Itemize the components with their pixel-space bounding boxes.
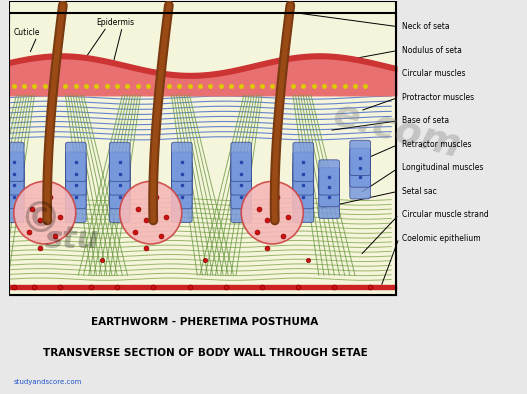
FancyBboxPatch shape	[3, 142, 24, 181]
Text: e.com: e.com	[329, 95, 466, 166]
Text: Coelomic epithelium: Coelomic epithelium	[402, 234, 480, 243]
FancyBboxPatch shape	[3, 152, 24, 195]
FancyBboxPatch shape	[3, 171, 24, 223]
FancyBboxPatch shape	[231, 171, 251, 223]
Ellipse shape	[120, 181, 182, 244]
FancyBboxPatch shape	[293, 142, 314, 181]
FancyBboxPatch shape	[110, 152, 130, 195]
FancyBboxPatch shape	[231, 162, 251, 209]
FancyBboxPatch shape	[65, 152, 86, 195]
Text: TRANSVERSE SECTION OF BODY WALL THROUGH SETAE: TRANSVERSE SECTION OF BODY WALL THROUGH …	[43, 348, 367, 359]
FancyBboxPatch shape	[65, 162, 86, 209]
FancyBboxPatch shape	[65, 142, 86, 181]
FancyBboxPatch shape	[350, 156, 370, 199]
Text: Epidermis: Epidermis	[96, 19, 134, 28]
Text: studyandscore.com: studyandscore.com	[14, 379, 82, 385]
FancyBboxPatch shape	[293, 171, 314, 223]
Text: Cuticle: Cuticle	[14, 28, 40, 37]
Ellipse shape	[241, 181, 303, 244]
Bar	[8, 13, 396, 295]
FancyBboxPatch shape	[350, 140, 370, 175]
FancyBboxPatch shape	[110, 171, 130, 223]
Text: stu: stu	[45, 225, 99, 254]
FancyBboxPatch shape	[171, 171, 192, 223]
Text: Circular muscle strand: Circular muscle strand	[402, 210, 489, 219]
FancyBboxPatch shape	[319, 160, 339, 195]
FancyBboxPatch shape	[65, 171, 86, 223]
FancyBboxPatch shape	[110, 162, 130, 209]
FancyBboxPatch shape	[293, 162, 314, 209]
Text: Circular muscles: Circular muscles	[402, 69, 465, 78]
FancyBboxPatch shape	[293, 152, 314, 195]
FancyBboxPatch shape	[171, 152, 192, 195]
FancyBboxPatch shape	[110, 142, 130, 181]
Text: Nodulus of seta: Nodulus of seta	[402, 46, 462, 55]
FancyBboxPatch shape	[319, 168, 339, 207]
Text: EARTHWORM - PHERETIMA POSTHUMA: EARTHWORM - PHERETIMA POSTHUMA	[91, 317, 319, 327]
Text: Protractor muscles: Protractor muscles	[402, 93, 474, 102]
FancyBboxPatch shape	[171, 162, 192, 209]
Text: Longitudinal muscles: Longitudinal muscles	[402, 163, 483, 172]
FancyBboxPatch shape	[171, 142, 192, 181]
FancyBboxPatch shape	[319, 175, 339, 219]
FancyBboxPatch shape	[3, 162, 24, 209]
Text: Base of seta: Base of seta	[402, 116, 448, 125]
FancyBboxPatch shape	[231, 142, 251, 181]
FancyBboxPatch shape	[231, 152, 251, 195]
FancyBboxPatch shape	[8, 2, 396, 295]
Text: Neck of seta: Neck of seta	[402, 22, 449, 31]
Text: Setal sac: Setal sac	[402, 187, 436, 196]
Text: ©: ©	[19, 199, 61, 241]
FancyBboxPatch shape	[350, 148, 370, 187]
Text: Retractor muscles: Retractor muscles	[402, 140, 471, 149]
Ellipse shape	[14, 181, 76, 244]
